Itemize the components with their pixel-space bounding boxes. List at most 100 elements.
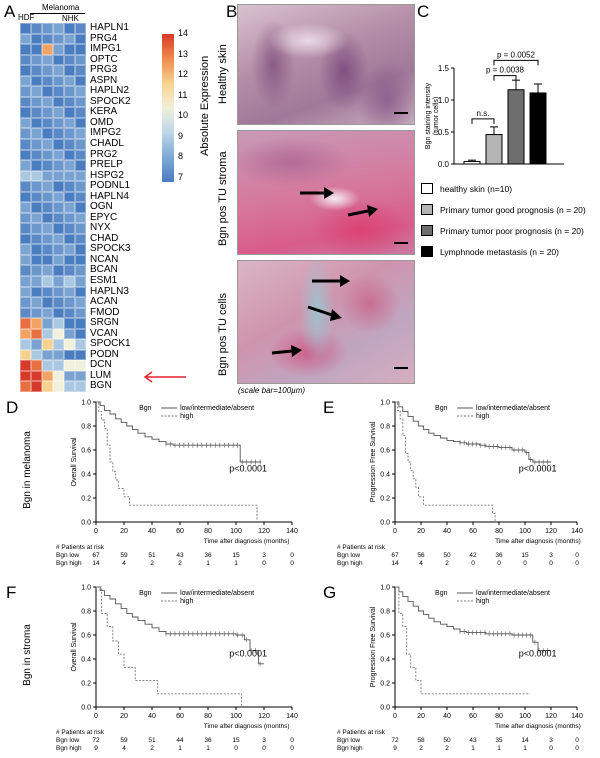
gene-label: CHADL <box>90 137 124 149</box>
heatmap-cell <box>75 307 86 319</box>
heatmap-cell <box>75 65 86 76</box>
x-tick-label: 60 <box>176 528 184 535</box>
risk-row-label: Bgn high <box>56 560 82 567</box>
y-tick-label: 0.0 <box>438 160 450 169</box>
heatmap-cell <box>42 128 53 139</box>
risk-count: 36 <box>204 737 212 744</box>
km-line-low <box>395 401 551 463</box>
colorbar-tick: 13 <box>178 48 189 59</box>
significance-bracket <box>493 75 517 81</box>
panel-label-c: C <box>417 2 430 21</box>
heatmap-cell <box>20 349 31 361</box>
heatmap-cell <box>53 65 64 76</box>
legend-item: healthy skin (n=10) <box>421 178 599 199</box>
risk-count: 0 <box>290 552 294 559</box>
heatmap-cell <box>64 65 75 76</box>
heatmap-cell <box>75 117 86 129</box>
heatmap-cell <box>20 191 31 203</box>
heatmap-cell <box>31 318 42 329</box>
y-tick-label: 0.2 <box>380 496 390 503</box>
heatmap-cell <box>75 244 86 255</box>
heatmap-cell <box>31 297 42 308</box>
significance-bracket <box>493 59 539 66</box>
heatmap-cell <box>31 65 42 76</box>
x-tick-label: 80 <box>495 528 503 535</box>
heatmap-cell <box>42 307 53 319</box>
legend-label-low: low/intermediate/absent <box>476 590 550 597</box>
heatmap-cell <box>64 339 75 350</box>
risk-count: 3 <box>262 737 266 744</box>
x-tick-label: 100 <box>230 713 242 720</box>
km-line-low <box>96 586 264 665</box>
risk-count: 58 <box>417 737 425 744</box>
legend-label: Primary tumor poor prognosis (n = 20) <box>440 225 584 236</box>
legend-item: Primary tumor good prognosis (n = 20) <box>421 199 599 220</box>
risk-table-title: # Patients at risk <box>337 544 386 551</box>
heatmap-cell <box>75 33 86 45</box>
risk-count: 1 <box>206 560 210 567</box>
heatmap-cell <box>64 23 75 34</box>
heatmap-cell <box>31 360 42 371</box>
risk-count: 36 <box>495 552 503 559</box>
km-plot-e: 0.00.20.40.60.81.00 20 40 60 80 100 120 140Time… <box>337 400 583 568</box>
heatmap-cell <box>31 117 42 129</box>
risk-count: 59 <box>120 737 128 744</box>
y-tick-label: 0.6 <box>380 448 390 455</box>
x-axis-title: Time after diagnosis (months) <box>204 538 290 545</box>
colorbar-tick: 9 <box>178 130 184 141</box>
colorbar-tick: 7 <box>178 171 184 182</box>
heatmap-cell <box>75 54 86 66</box>
heatmap-cell <box>42 349 53 361</box>
y-tick-label: 0.8 <box>380 424 390 431</box>
risk-count: 3 <box>549 552 553 559</box>
heatmap-cell <box>42 160 53 171</box>
risk-count: 59 <box>120 552 128 559</box>
heatmap-cell <box>31 86 42 97</box>
heatmap-cell <box>20 223 31 234</box>
heatmap-cell <box>75 107 86 118</box>
heatmap-cell <box>31 75 42 87</box>
significance-label: n.s. <box>477 109 490 118</box>
heatmap-cell <box>53 307 64 319</box>
gene-label: DCN <box>90 359 112 371</box>
x-tick-label: 120 <box>258 713 270 720</box>
heatmap-cell <box>42 276 53 287</box>
risk-count: 14 <box>391 560 399 567</box>
heatmap-cell <box>75 128 86 139</box>
y-tick-label: 0.4 <box>81 472 91 479</box>
gene-label: IMPG1 <box>90 43 122 55</box>
heatmap-cell <box>53 160 64 171</box>
heatmap-cell <box>64 233 75 245</box>
x-tick-label: 80 <box>495 713 503 720</box>
risk-row-label: Bgn low <box>56 737 79 744</box>
colorbar-tick: 10 <box>178 110 189 120</box>
risk-count: 0 <box>575 737 579 744</box>
gene-label: ASPN <box>90 74 118 86</box>
gene-label: NCAN <box>90 253 119 265</box>
heatmap-cell <box>20 360 31 371</box>
heatmap-cell <box>31 328 42 340</box>
km-line-low <box>96 401 262 463</box>
risk-table-title: # Patients at risk <box>337 729 386 736</box>
heatmap-cell <box>64 128 75 139</box>
risk-count: 4 <box>122 745 126 752</box>
heatmap-cell <box>31 370 42 382</box>
y-tick-label: 0.5 <box>438 128 450 137</box>
x-tick-label: 0 <box>94 713 98 720</box>
x-tick-label: 40 <box>443 713 451 720</box>
heatmap-cell <box>64 286 75 298</box>
heatmap-cell <box>31 23 42 34</box>
x-tick-label: 80 <box>204 528 212 535</box>
heatmap-cell <box>64 254 75 266</box>
risk-count: 3 <box>549 737 553 744</box>
heatmap-cell <box>53 128 64 139</box>
heatmap-cell <box>64 370 75 382</box>
heatmap-cell <box>64 44 75 55</box>
heatmap-cell <box>31 265 42 277</box>
heatmap-cell <box>42 212 53 224</box>
y-tick-label: 1.0 <box>380 400 390 407</box>
heatmap-cell <box>20 212 31 224</box>
heatmap-cell <box>42 328 53 340</box>
risk-count: 14 <box>521 737 529 744</box>
heatmap-cell <box>53 149 64 161</box>
